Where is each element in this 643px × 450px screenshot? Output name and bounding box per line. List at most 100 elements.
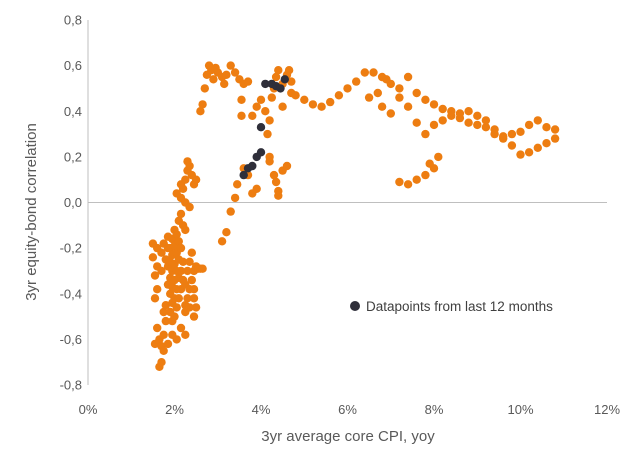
data-point — [269, 170, 279, 180]
x-tick-label: 2% — [165, 402, 184, 417]
data-point — [421, 129, 430, 139]
data-point — [274, 66, 283, 75]
data-point — [352, 77, 361, 86]
data-point — [542, 123, 551, 132]
data-point — [421, 170, 430, 180]
data-point — [377, 102, 387, 111]
data-point — [189, 285, 199, 294]
data-point — [187, 275, 196, 285]
data-point — [153, 285, 162, 294]
data-point — [159, 307, 168, 317]
data-point — [274, 191, 283, 200]
data-point — [412, 175, 421, 184]
data-point — [434, 152, 443, 162]
data-point — [499, 132, 508, 141]
y-tick-labels: -0,8 -0,6 -0,4 -0,2 0,0 0,2 0,4 0,6 0,8 — [60, 13, 82, 393]
x-tick-label: 12% — [594, 402, 620, 417]
x-tick-label: 6% — [338, 402, 357, 417]
data-point — [161, 301, 170, 310]
y-tick-label: -0,6 — [60, 332, 82, 347]
data-point — [261, 107, 270, 116]
data-point — [542, 139, 551, 148]
data-point — [473, 111, 482, 121]
data-point — [455, 109, 465, 118]
data-point — [161, 316, 170, 326]
data-point — [248, 161, 257, 171]
data-point — [183, 266, 192, 276]
data-point — [176, 209, 186, 219]
data-point — [172, 303, 181, 312]
data-point — [516, 150, 525, 159]
series-last-12-months — [239, 75, 289, 180]
data-point — [550, 125, 560, 134]
x-axis-title: 3yr average core CPI, yoy — [261, 428, 435, 445]
data-point — [429, 100, 439, 109]
data-point — [412, 88, 421, 98]
data-point — [317, 102, 326, 111]
data-point — [178, 257, 188, 266]
axes — [87, 20, 607, 385]
data-point — [382, 75, 391, 84]
data-point — [364, 93, 374, 102]
data-point — [237, 95, 246, 105]
data-point — [438, 116, 447, 125]
data-point — [220, 79, 229, 89]
data-point — [308, 100, 318, 109]
data-point — [464, 107, 473, 116]
data-point — [481, 123, 491, 132]
data-point — [191, 303, 201, 312]
data-point — [421, 95, 430, 105]
y-tick-label: 0,2 — [64, 149, 82, 164]
data-point — [174, 237, 183, 246]
data-point — [226, 61, 235, 70]
y-tick-label: 0,4 — [64, 104, 82, 119]
data-point — [248, 111, 257, 121]
data-point — [287, 77, 296, 86]
data-point — [176, 323, 186, 333]
data-point — [189, 312, 199, 321]
data-point — [185, 257, 194, 266]
data-point — [183, 294, 192, 303]
data-point — [181, 330, 190, 339]
data-point — [481, 116, 491, 125]
y-axis-title: 3yr equity-bond correlation — [23, 123, 40, 301]
data-point — [157, 266, 166, 276]
data-point — [191, 175, 201, 184]
legend: Datapoints from last 12 months — [350, 299, 553, 314]
data-point — [373, 88, 382, 98]
data-point — [343, 84, 352, 93]
data-point — [278, 102, 287, 111]
data-point — [425, 159, 434, 168]
data-point — [237, 111, 246, 121]
data-point — [429, 120, 439, 130]
data-point — [233, 180, 242, 189]
data-point — [222, 70, 231, 80]
data-point — [170, 312, 179, 321]
data-point — [369, 68, 378, 77]
data-series — [148, 61, 560, 371]
data-point — [163, 339, 173, 349]
x-tick-labels: 0% 2% 4% 6% 8% 10% 12% — [79, 402, 621, 417]
data-point — [284, 66, 294, 75]
data-point — [473, 120, 482, 130]
data-point — [326, 97, 335, 107]
data-point — [187, 248, 196, 257]
data-point — [412, 118, 421, 127]
data-point — [256, 95, 266, 105]
data-point — [291, 91, 300, 100]
data-point — [395, 84, 404, 93]
data-point — [157, 248, 166, 257]
data-point — [280, 75, 289, 84]
data-point — [159, 330, 168, 339]
data-point — [300, 95, 309, 105]
data-point — [403, 180, 413, 189]
y-tick-label: -0,8 — [60, 378, 82, 393]
data-point — [230, 68, 240, 77]
data-point — [524, 148, 534, 157]
data-point — [172, 230, 181, 239]
data-point — [550, 134, 560, 143]
data-point — [267, 93, 276, 102]
data-point — [516, 127, 525, 136]
x-tick-label: 10% — [507, 402, 533, 417]
